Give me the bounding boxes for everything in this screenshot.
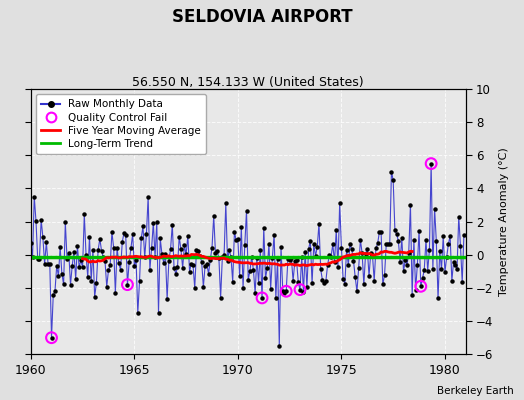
Point: [47, 334, 56, 341]
Point: [296, 286, 304, 293]
Title: 56.550 N, 154.133 W (United States): 56.550 N, 154.133 W (United States): [133, 76, 364, 89]
Y-axis label: Temperature Anomaly (°C): Temperature Anomaly (°C): [499, 147, 509, 296]
Point: [427, 160, 435, 167]
Text: SELDOVIA AIRPORT: SELDOVIA AIRPORT: [172, 8, 352, 26]
Point: [417, 283, 425, 290]
Point: [258, 295, 266, 301]
Point: [282, 288, 290, 294]
Point: [123, 282, 132, 288]
Text: Berkeley Earth: Berkeley Earth: [437, 386, 514, 396]
Legend: Raw Monthly Data, Quality Control Fail, Five Year Moving Average, Long-Term Tren: Raw Monthly Data, Quality Control Fail, …: [36, 94, 206, 154]
